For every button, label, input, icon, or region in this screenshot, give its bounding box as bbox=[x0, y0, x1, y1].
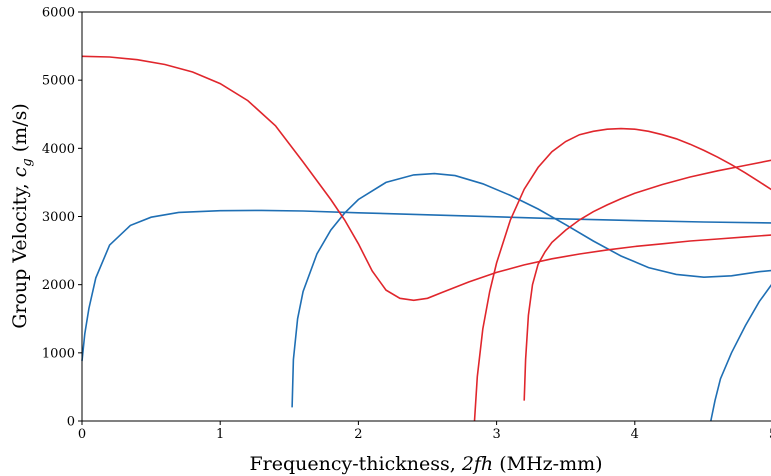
x-axis-label-symbol: 2fh bbox=[461, 453, 493, 475]
y-axis-label-symbol: c bbox=[9, 166, 31, 177]
x-tick-label: 1 bbox=[216, 427, 224, 442]
ticks-layer: 0 1 2 3 4 5 0 1000 2000 3000 4000 5000 6000 bbox=[42, 6, 771, 443]
series-line-3 bbox=[710, 284, 771, 422]
y-axis-label: Group Velocity, cg (m/s) bbox=[9, 103, 35, 329]
series-line-4 bbox=[81, 55, 771, 302]
series-line-6 bbox=[523, 159, 771, 401]
y-tick-label: 6000 bbox=[42, 6, 75, 21]
y-tick-label: 4000 bbox=[42, 142, 75, 157]
x-axis-label: Frequency-thickness, 2fh (MHz-mm) bbox=[249, 453, 602, 475]
axes-frame bbox=[81, 11, 771, 422]
x-tick-label: 5 bbox=[769, 427, 771, 442]
x-tick-label: 3 bbox=[492, 427, 500, 442]
y-axis-label-unit: (m/s) bbox=[9, 103, 31, 158]
x-tick-label: 0 bbox=[78, 427, 86, 442]
y-tick-label: 1000 bbox=[42, 346, 75, 361]
x-tick-label: 2 bbox=[354, 427, 362, 442]
y-axis-label-subscript: g bbox=[20, 158, 35, 166]
curves-layer bbox=[81, 55, 771, 422]
x-tick-label: 4 bbox=[631, 427, 639, 442]
series-line-1 bbox=[81, 209, 771, 362]
y-tick-label: 2000 bbox=[42, 278, 75, 293]
series-line-2 bbox=[291, 172, 771, 408]
y-tick-label: 5000 bbox=[42, 74, 75, 89]
y-tick-label: 0 bbox=[67, 415, 75, 430]
series-line-5 bbox=[473, 127, 771, 422]
y-tick-label: 3000 bbox=[42, 210, 75, 225]
